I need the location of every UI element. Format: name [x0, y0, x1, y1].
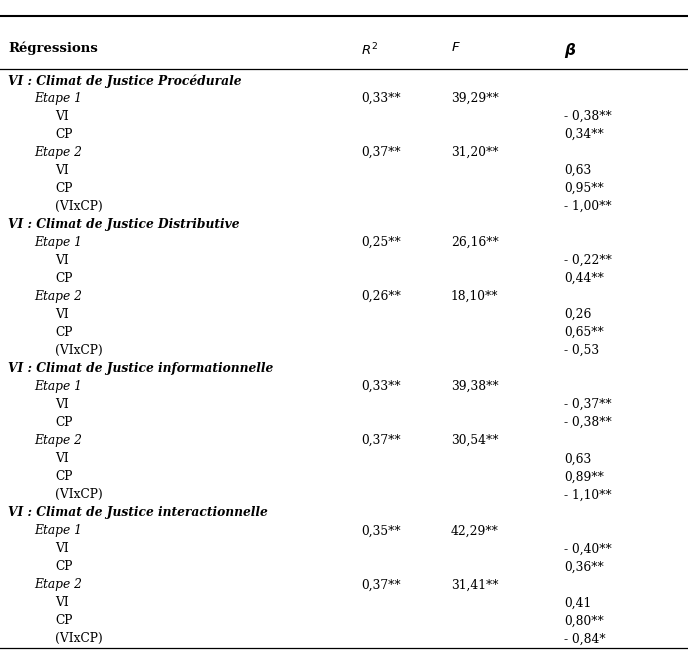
- Text: CP: CP: [55, 614, 72, 627]
- Text: 0,80**: 0,80**: [564, 614, 604, 627]
- Text: - 0,53: - 0,53: [564, 345, 599, 357]
- Text: 0,26**: 0,26**: [361, 290, 401, 303]
- Text: Etape 2: Etape 2: [34, 146, 83, 159]
- Text: $F$: $F$: [451, 41, 460, 54]
- Text: VI: VI: [55, 110, 69, 123]
- Text: 0,35**: 0,35**: [361, 525, 401, 537]
- Text: 0,44**: 0,44**: [564, 272, 604, 285]
- Text: - 0,38**: - 0,38**: [564, 417, 612, 429]
- Text: (VIxCP): (VIxCP): [55, 489, 103, 501]
- Text: 0,34**: 0,34**: [564, 128, 604, 141]
- Text: 0,33**: 0,33**: [361, 92, 401, 105]
- Text: CP: CP: [55, 182, 72, 195]
- Text: 0,33**: 0,33**: [361, 381, 401, 393]
- Text: VI: VI: [55, 597, 69, 609]
- Text: - 1,10**: - 1,10**: [564, 489, 612, 501]
- Text: VI: VI: [55, 398, 69, 411]
- Text: VI: VI: [55, 309, 69, 321]
- Text: 26,16**: 26,16**: [451, 236, 498, 249]
- Text: Etape 2: Etape 2: [34, 434, 83, 447]
- Text: Régressions: Régressions: [8, 41, 98, 55]
- Text: VI : Climat de Justice informationnelle: VI : Climat de Justice informationnelle: [8, 362, 274, 375]
- Text: - 0,22**: - 0,22**: [564, 254, 612, 267]
- Text: Etape 1: Etape 1: [34, 525, 83, 537]
- Text: Etape 1: Etape 1: [34, 381, 83, 393]
- Text: 31,20**: 31,20**: [451, 146, 498, 159]
- Text: - 0,40**: - 0,40**: [564, 542, 612, 555]
- Text: - 0,37**: - 0,37**: [564, 398, 612, 411]
- Text: (VIxCP): (VIxCP): [55, 345, 103, 357]
- Text: VI: VI: [55, 254, 69, 267]
- Text: 0,63: 0,63: [564, 453, 592, 465]
- Text: 0,37**: 0,37**: [361, 578, 401, 591]
- Text: VI: VI: [55, 453, 69, 465]
- Text: CP: CP: [55, 561, 72, 573]
- Text: VI : Climat de Justice Distributive: VI : Climat de Justice Distributive: [8, 218, 239, 231]
- Text: Etape 2: Etape 2: [34, 290, 83, 303]
- Text: 0,95**: 0,95**: [564, 182, 604, 195]
- Text: VI : Climat de Justice interactionnelle: VI : Climat de Justice interactionnelle: [8, 506, 268, 519]
- Text: (VIxCP): (VIxCP): [55, 633, 103, 645]
- Text: - 1,00**: - 1,00**: [564, 200, 612, 213]
- Text: $\boldsymbol{\beta}$: $\boldsymbol{\beta}$: [564, 41, 577, 60]
- Text: (VIxCP): (VIxCP): [55, 200, 103, 213]
- Text: 30,54**: 30,54**: [451, 434, 498, 447]
- Text: 0,25**: 0,25**: [361, 236, 401, 249]
- Text: Etape 2: Etape 2: [34, 578, 83, 591]
- Text: 31,41**: 31,41**: [451, 578, 498, 591]
- Text: 18,10**: 18,10**: [451, 290, 498, 303]
- Text: VI: VI: [55, 164, 69, 177]
- Text: 0,41: 0,41: [564, 597, 592, 609]
- Text: 0,65**: 0,65**: [564, 326, 604, 339]
- Text: VI : Climat de Justice Procédurale: VI : Climat de Justice Procédurale: [8, 74, 241, 88]
- Text: CP: CP: [55, 272, 72, 285]
- Text: 39,38**: 39,38**: [451, 381, 498, 393]
- Text: 0,63: 0,63: [564, 164, 592, 177]
- Text: CP: CP: [55, 470, 72, 483]
- Text: 0,37**: 0,37**: [361, 146, 401, 159]
- Text: 0,37**: 0,37**: [361, 434, 401, 447]
- Text: VI: VI: [55, 542, 69, 555]
- Text: $R^2$: $R^2$: [361, 41, 378, 58]
- Text: 0,36**: 0,36**: [564, 561, 604, 573]
- Text: CP: CP: [55, 326, 72, 339]
- Text: 0,26: 0,26: [564, 309, 592, 321]
- Text: 42,29**: 42,29**: [451, 525, 499, 537]
- Text: 39,29**: 39,29**: [451, 92, 498, 105]
- Text: CP: CP: [55, 128, 72, 141]
- Text: CP: CP: [55, 417, 72, 429]
- Text: Etape 1: Etape 1: [34, 92, 83, 105]
- Text: - 0,38**: - 0,38**: [564, 110, 612, 123]
- Text: Etape 1: Etape 1: [34, 236, 83, 249]
- Text: - 0,84*: - 0,84*: [564, 633, 606, 645]
- Text: 0,89**: 0,89**: [564, 470, 604, 483]
